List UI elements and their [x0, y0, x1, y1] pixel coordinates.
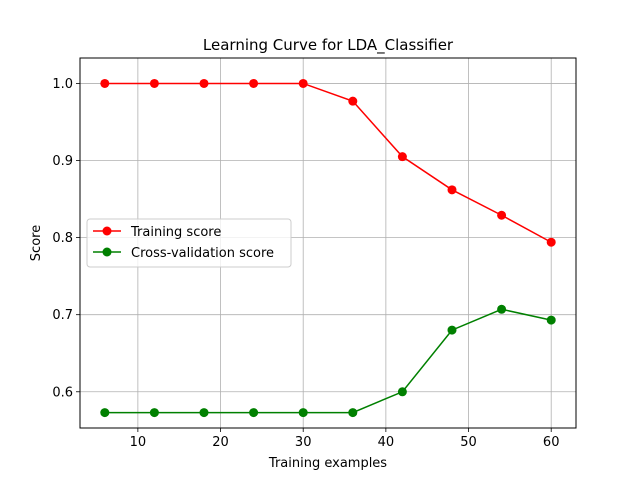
training-score-point — [249, 78, 259, 88]
y-tick-label: 0.7 — [52, 308, 73, 323]
x-tick-label: 20 — [212, 435, 229, 450]
x-tick-label: 60 — [543, 435, 560, 450]
training-score-point — [199, 78, 209, 88]
cross-validation-score-point — [348, 408, 358, 418]
legend-frame — [86, 218, 292, 268]
x-tick-label: 30 — [295, 435, 312, 450]
cross-validation-score-point — [149, 408, 159, 418]
training-score-point — [149, 78, 159, 88]
x-axis-label: Training examples — [268, 456, 387, 471]
x-tick-label: 50 — [460, 435, 477, 450]
cross-validation-score-point — [447, 325, 457, 335]
legend: Training score Cross-validation score — [86, 218, 292, 268]
training-score-point — [497, 210, 507, 220]
cross-validation-score-point — [100, 408, 110, 418]
training-score-point — [298, 78, 308, 88]
training-score-point — [348, 96, 358, 106]
legend-marker-training — [102, 226, 112, 236]
training-score-line — [104, 82, 552, 243]
x-tick-label: 40 — [378, 435, 395, 450]
training-score-point — [100, 78, 110, 88]
chart-title: Learning Curve for LDA_Classifier — [203, 36, 454, 55]
y-tick-label: 0.6 — [52, 385, 73, 400]
cross-validation-score-point — [249, 408, 259, 418]
y-axis-label: Score — [29, 225, 44, 261]
cross-validation-score-line — [104, 308, 552, 414]
cross-validation-score-point — [397, 387, 407, 397]
axis-ticks: 10 20 30 40 50 60 0.6 0.7 0.8 0.9 1.0 — [52, 77, 559, 450]
training-score-point — [546, 237, 556, 247]
cross-validation-score-point — [199, 408, 209, 418]
y-tick-label: 0.9 — [52, 154, 73, 169]
training-score-point — [447, 185, 457, 195]
y-tick-label: 0.8 — [52, 231, 73, 246]
plot-area-frame — [79, 57, 577, 429]
cross-validation-score-point — [546, 315, 556, 325]
series-layer — [100, 78, 556, 418]
cross-validation-score-point — [497, 304, 507, 314]
legend-label-cv: Cross-validation score — [131, 246, 274, 261]
cross-validation-score-point — [298, 408, 308, 418]
y-tick-label: 1.0 — [52, 77, 73, 92]
legend-label-training: Training score — [130, 225, 221, 240]
training-score-point — [397, 152, 407, 162]
x-tick-label: 10 — [130, 435, 147, 450]
legend-marker-cv — [102, 247, 112, 257]
